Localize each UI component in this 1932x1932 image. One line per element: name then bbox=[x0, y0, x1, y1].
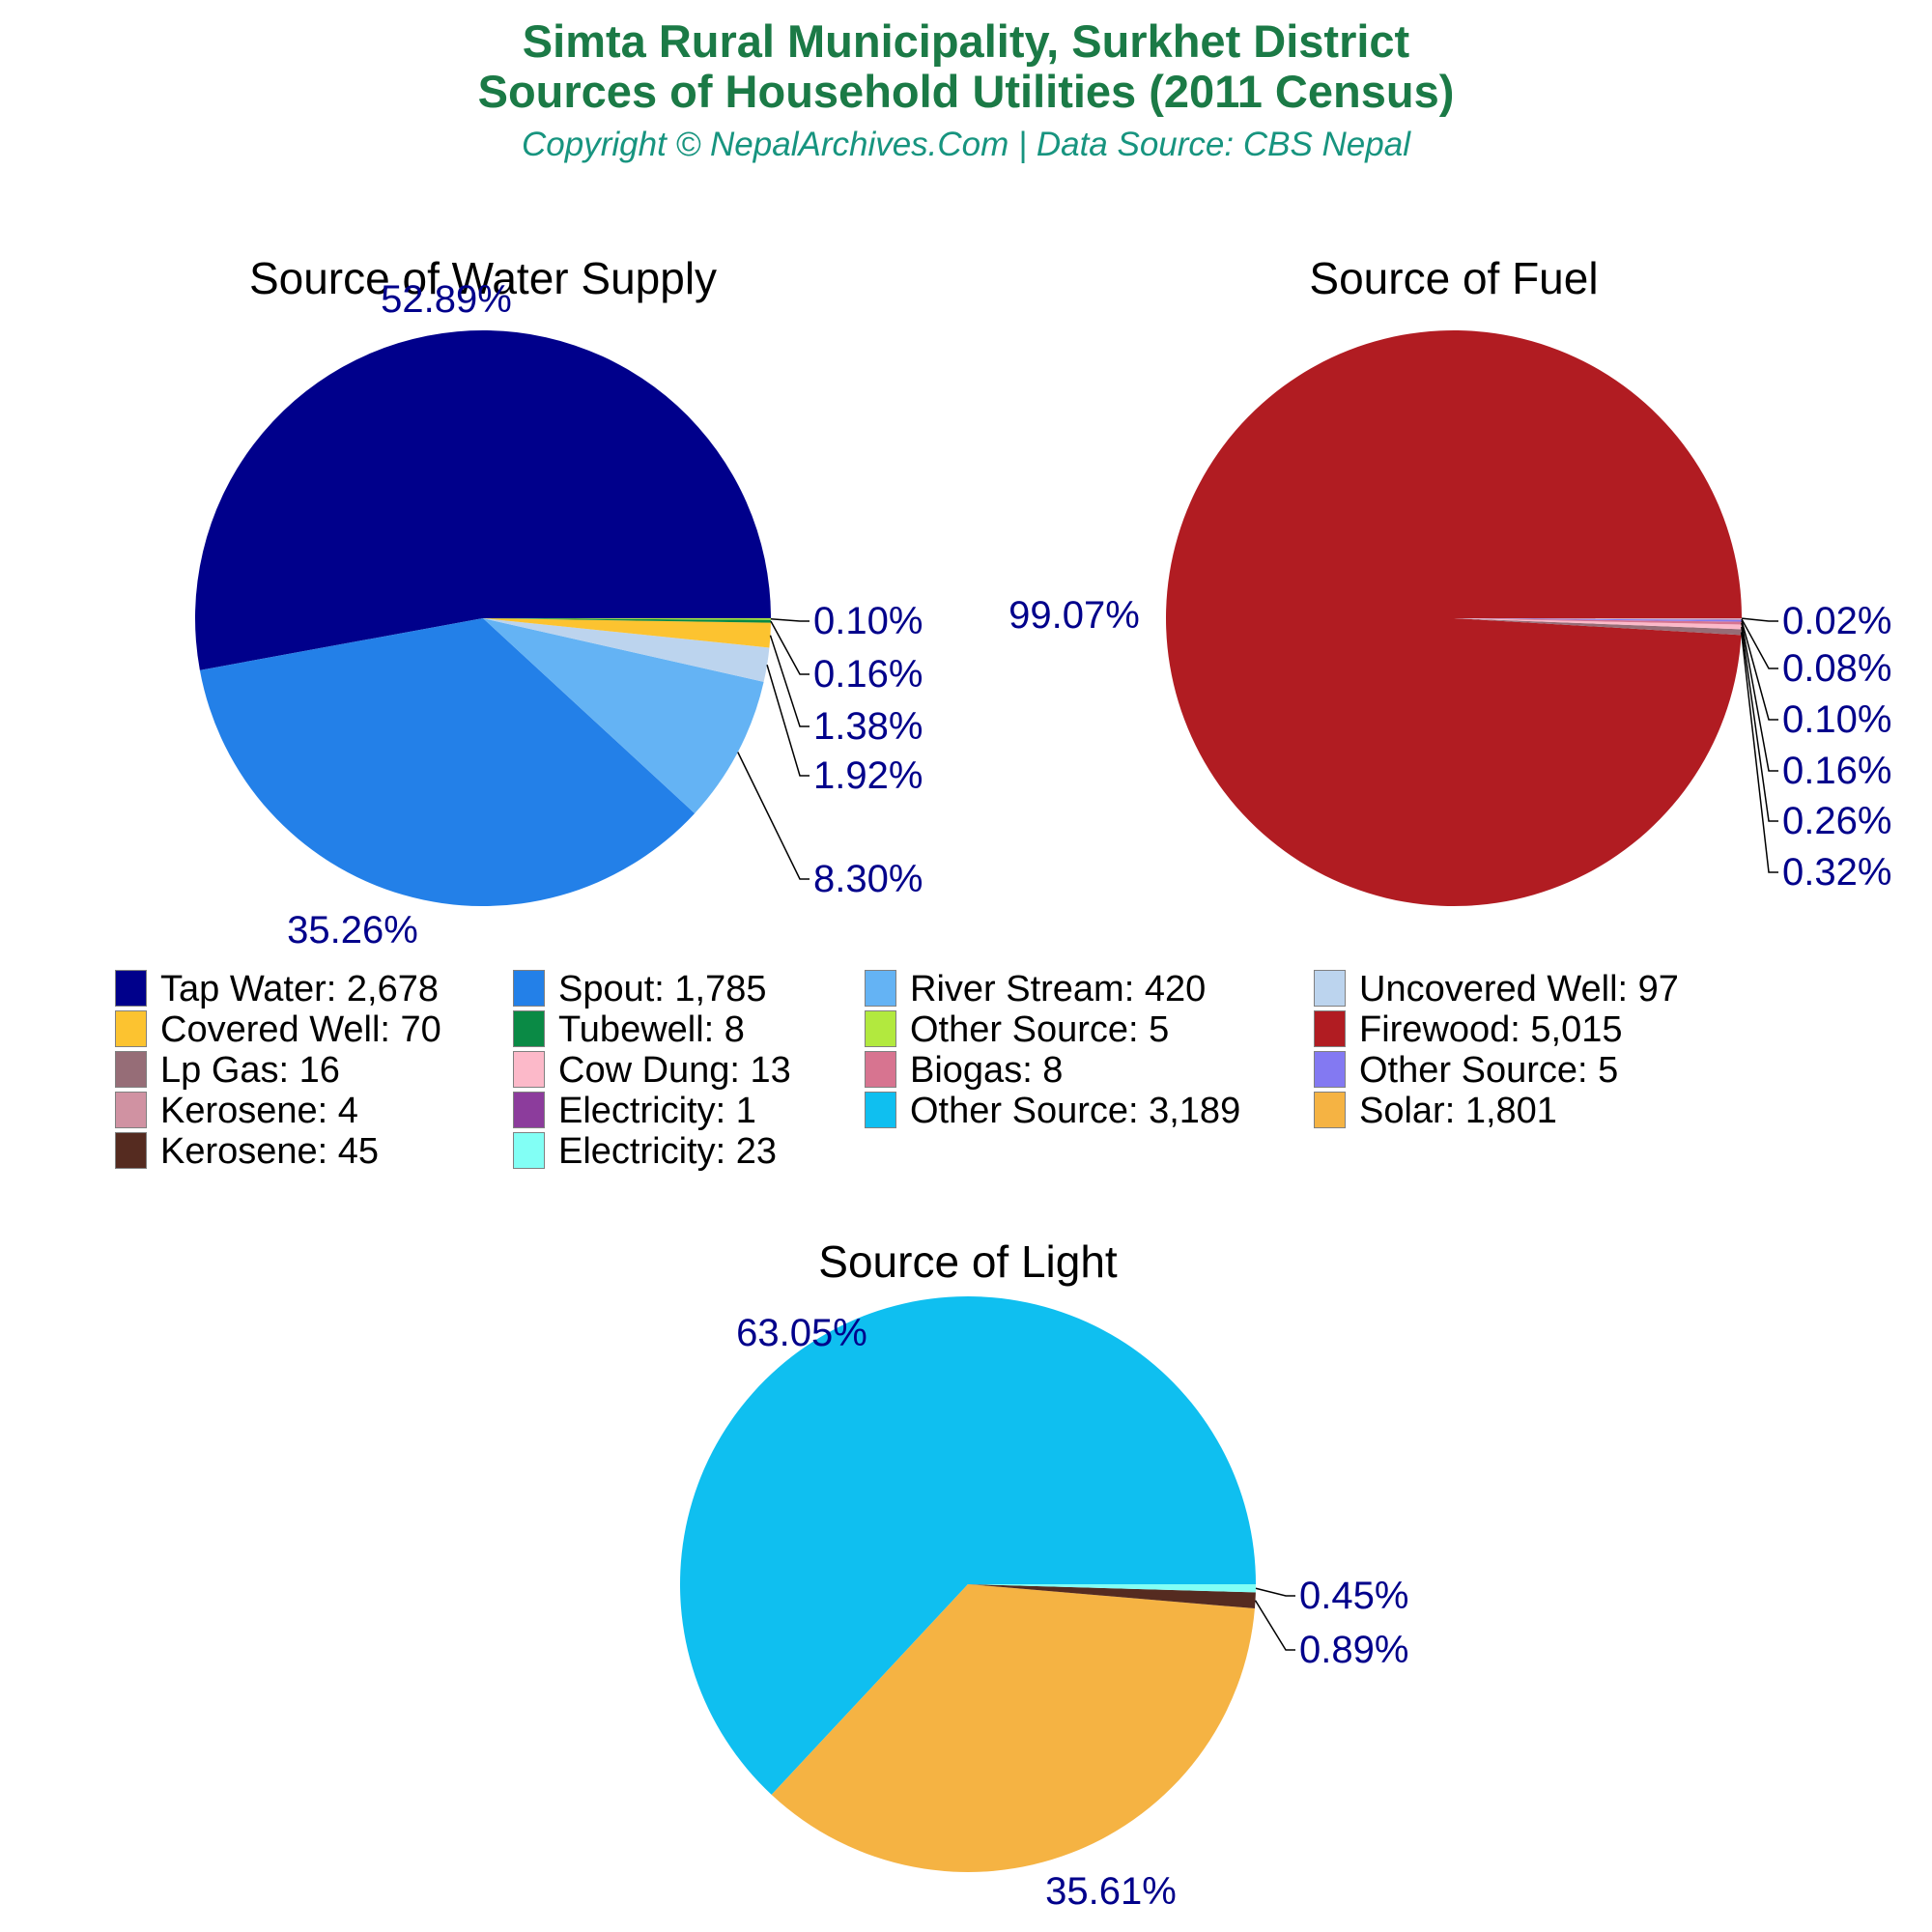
legend-swatch bbox=[115, 1092, 147, 1128]
legend-swatch bbox=[1314, 1051, 1346, 1088]
pie-slice-electricity bbox=[968, 1584, 1256, 1593]
legend-label: Tubewell: 8 bbox=[558, 1009, 745, 1050]
pie-slice-firewood bbox=[1166, 330, 1742, 907]
legend-label: Kerosene: 4 bbox=[160, 1091, 358, 1131]
leader-line bbox=[770, 617, 810, 622]
legend-label: Other Source: 5 bbox=[1359, 1050, 1619, 1091]
water-chart-title: Source of Water Supply bbox=[248, 253, 718, 303]
leader-line bbox=[1741, 618, 1778, 669]
legend-swatch bbox=[513, 1092, 545, 1128]
legend-label: Other Source: 5 bbox=[910, 1009, 1170, 1050]
legend-swatch bbox=[865, 1092, 896, 1128]
legend-label: Electricity: 23 bbox=[558, 1131, 777, 1172]
legend-label: Cow Dung: 13 bbox=[558, 1050, 791, 1091]
pie-slice-solar bbox=[771, 1584, 1255, 1872]
legend-swatch bbox=[865, 1051, 896, 1088]
percent-label: 0.10% bbox=[813, 600, 923, 642]
percent-label: 0.89% bbox=[1299, 1629, 1408, 1671]
percent-label: 99.07% bbox=[1009, 594, 1140, 637]
pie-slice-spout bbox=[199, 618, 696, 907]
pie-slice-river-stream bbox=[483, 618, 764, 813]
main-title-line1: Simta Rural Municipality, Surkhet Distri… bbox=[522, 15, 1410, 67]
legend-swatch bbox=[115, 1051, 147, 1088]
leader-line bbox=[1740, 632, 1778, 873]
percent-label: 0.45% bbox=[1299, 1575, 1408, 1617]
pie-slice-uncovered-well bbox=[483, 618, 770, 682]
leader-line bbox=[1741, 622, 1778, 772]
legend-swatch bbox=[115, 1010, 147, 1047]
pie-slice-biogas bbox=[1454, 618, 1742, 625]
legend-label: Electricity: 1 bbox=[558, 1091, 756, 1131]
leader-line bbox=[766, 665, 810, 777]
percent-label: 35.61% bbox=[1045, 1870, 1177, 1913]
pie-slice-kerosene bbox=[1454, 618, 1742, 620]
legend-label: Covered Well: 70 bbox=[160, 1009, 441, 1050]
leader-line bbox=[1255, 1587, 1295, 1597]
pie-slice-other-source bbox=[483, 618, 772, 620]
light-chart-title: Source of Light bbox=[818, 1236, 1118, 1287]
legend-swatch bbox=[1314, 970, 1346, 1007]
leader-line bbox=[737, 752, 810, 880]
leader-line bbox=[1741, 626, 1778, 822]
percent-label: 0.08% bbox=[1782, 647, 1891, 690]
legend-label: Firewood: 5,015 bbox=[1359, 1009, 1623, 1050]
percent-label: 35.26% bbox=[287, 909, 418, 952]
pie-slice-lp-gas bbox=[1454, 618, 1742, 636]
percent-label: 63.05% bbox=[736, 1312, 867, 1354]
legend-swatch bbox=[865, 1010, 896, 1047]
legend-swatch bbox=[513, 1051, 545, 1088]
percent-label: 1.92% bbox=[813, 754, 923, 797]
percent-label: 0.10% bbox=[1782, 698, 1891, 741]
percent-label: 0.02% bbox=[1782, 600, 1891, 642]
leader-line bbox=[769, 635, 810, 727]
legend-swatch bbox=[513, 1010, 545, 1047]
percent-label: 0.32% bbox=[1782, 851, 1891, 894]
leader-line bbox=[1741, 620, 1778, 721]
legend-swatch bbox=[115, 970, 147, 1007]
percent-label: 52.89% bbox=[381, 278, 512, 321]
pie-slice-other-source bbox=[1454, 618, 1742, 622]
legend-label: Tap Water: 2,678 bbox=[160, 969, 439, 1009]
percent-label: 1.38% bbox=[813, 705, 923, 748]
legend-label: Uncovered Well: 97 bbox=[1359, 969, 1679, 1009]
pie-slice-tap-water bbox=[195, 330, 772, 670]
percent-label: 8.30% bbox=[813, 858, 923, 900]
legend-label: Spout: 1,785 bbox=[558, 969, 767, 1009]
pie-slice-kerosene bbox=[968, 1584, 1256, 1609]
legend-label: Solar: 1,801 bbox=[1359, 1091, 1557, 1131]
legend-label: Kerosene: 45 bbox=[160, 1131, 380, 1172]
main-title-line2: Sources of Household Utilities (2011 Cen… bbox=[477, 66, 1455, 117]
legend-swatch bbox=[513, 1132, 545, 1169]
legend-label: Other Source: 3,189 bbox=[910, 1091, 1241, 1131]
legend-swatch bbox=[115, 1132, 147, 1169]
legend-label: Biogas: 8 bbox=[910, 1050, 1064, 1091]
pie-slice-cow-dung bbox=[1454, 618, 1742, 630]
fuel-chart-title: Source of Fuel bbox=[1309, 253, 1599, 303]
legend-swatch bbox=[865, 970, 896, 1007]
leader-line bbox=[1741, 617, 1778, 622]
pie-slice-other-source bbox=[680, 1296, 1256, 1795]
legend-label: Lp Gas: 16 bbox=[160, 1050, 340, 1091]
legend-swatch bbox=[1314, 1092, 1346, 1128]
leader-line bbox=[1254, 1600, 1295, 1651]
pie-slice-tubewell bbox=[483, 618, 771, 623]
percent-label: 0.16% bbox=[1782, 750, 1891, 792]
percent-label: 0.16% bbox=[813, 653, 923, 696]
leader-line bbox=[770, 620, 810, 675]
legend-swatch bbox=[513, 970, 545, 1007]
legend-label: River Stream: 420 bbox=[910, 969, 1207, 1009]
pie-slice-covered-well bbox=[483, 618, 771, 648]
percent-label: 0.26% bbox=[1782, 800, 1891, 842]
copyright-subtitle: Copyright © NepalArchives.Com | Data Sou… bbox=[522, 126, 1410, 163]
legend-swatch bbox=[1314, 1010, 1346, 1047]
